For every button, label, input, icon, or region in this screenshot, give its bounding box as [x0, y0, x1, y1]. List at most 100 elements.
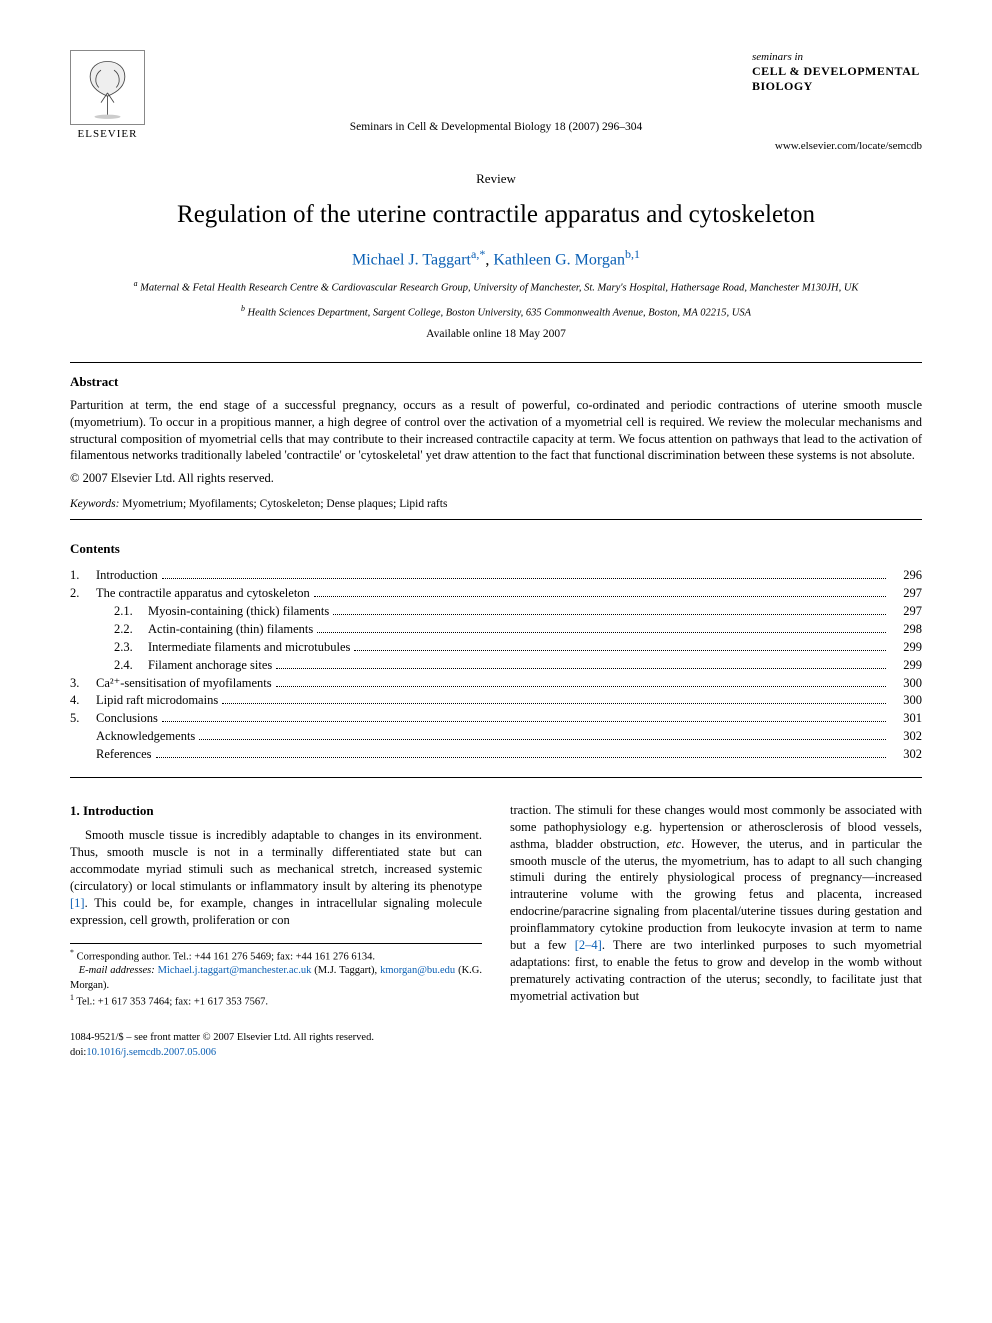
toc-label: Actin-containing (thin) filaments [148, 621, 313, 638]
rule [70, 777, 922, 778]
section-1-heading: 1. Introduction [70, 802, 482, 820]
toc-page: 300 [890, 675, 922, 692]
affiliation-b: b Health Sciences Department, Sargent Co… [70, 303, 922, 321]
affiliation-a-text: Maternal & Fetal Health Research Centre … [140, 283, 858, 294]
toc-num: 5. [70, 710, 96, 727]
toc-page: 302 [890, 728, 922, 745]
toc-subnum: 2.4. [114, 657, 148, 674]
journal-line1: CELL & DEVELOPMENTAL [752, 64, 920, 78]
toc-page: 299 [890, 657, 922, 674]
site-url: www.elsevier.com/locate/semcdb [70, 139, 922, 154]
toc-label: Conclusions [96, 710, 158, 727]
toc-subnum: 2.1. [114, 603, 148, 620]
author-1[interactable]: Michael J. Taggart [352, 251, 471, 268]
email-2[interactable]: kmorgan@bu.edu [380, 965, 455, 976]
abstract-heading: Abstract [70, 373, 922, 391]
toc-row[interactable]: 3.Ca²⁺-sensitisation of myofilaments 300 [70, 675, 922, 692]
abstract-body: Parturition at term, the end stage of a … [70, 397, 922, 465]
table-of-contents: 1.Introduction2962.The contractile appar… [70, 567, 922, 763]
toc-leader [222, 703, 886, 704]
rule [70, 362, 922, 363]
para-2-etc: etc [667, 837, 682, 851]
toc-leader [162, 721, 886, 722]
affiliation-b-text: Health Sciences Department, Sargent Coll… [248, 307, 751, 318]
keywords-text: Myometrium; Myofilaments; Cytoskeleton; … [119, 498, 447, 510]
toc-leader [333, 614, 886, 615]
elsevier-tree-icon [70, 50, 145, 125]
publisher-name: ELSEVIER [70, 127, 145, 142]
toc-label: The contractile apparatus and cytoskelet… [96, 585, 310, 602]
rule [70, 519, 922, 520]
toc-label: Lipid raft microdomains [96, 692, 218, 709]
keywords: Keywords: Myometrium; Myofilaments; Cyto… [70, 497, 922, 513]
article-title: Regulation of the uterine contractile ap… [70, 198, 922, 232]
para-1a: Smooth muscle tissue is incredibly adapt… [70, 828, 482, 893]
toc-leader [354, 650, 886, 651]
publisher-logo: ELSEVIER [70, 50, 145, 142]
doi-link[interactable]: 10.1016/j.semcdb.2007.05.006 [86, 1047, 216, 1058]
toc-label: Myosin-containing (thick) filaments [148, 603, 329, 620]
author-1-name: Michael J. Taggart [352, 251, 471, 268]
affiliation-a: a Maternal & Fetal Health Research Centr… [70, 278, 922, 296]
doi-line: doi:10.1016/j.semcdb.2007.05.006 [70, 1046, 922, 1060]
toc-row[interactable]: References 302 [70, 746, 922, 763]
journal-reference: Seminars in Cell & Developmental Biology… [70, 120, 922, 136]
footnotes: * Corresponding author. Tel.: +44 161 27… [70, 943, 482, 1010]
para-2b: . However, the uterus, and in particular… [510, 837, 922, 952]
toc-row[interactable]: 2.2.Actin-containing (thin) filaments 298 [70, 621, 922, 638]
author-2[interactable]: Kathleen G. Morgan [493, 251, 625, 268]
journal-logo: seminars in CELL & DEVELOPMENTAL BIOLOGY [752, 50, 922, 95]
toc-row[interactable]: 5.Conclusions 301 [70, 710, 922, 727]
para-2: traction. The stimuli for these changes … [510, 802, 922, 1005]
toc-leader [156, 757, 886, 758]
toc-num: 2. [70, 585, 96, 602]
email-1-who: (M.J. Taggart), [311, 965, 377, 976]
toc-label: Filament anchorage sites [148, 657, 272, 674]
authors: Michael J. Taggarta,*, Kathleen G. Morga… [70, 246, 922, 271]
email-addresses: E-mail addresses: Michael.j.taggart@manc… [70, 964, 482, 992]
article-type: Review [70, 170, 922, 188]
doi-label: doi: [70, 1047, 86, 1058]
footnote-1-text: Tel.: +1 617 353 7464; fax: +1 617 353 7… [76, 996, 268, 1007]
toc-page: 296 [890, 567, 922, 584]
issn-line: 1084-9521/$ – see front matter © 2007 El… [70, 1031, 922, 1045]
toc-row[interactable]: 2.1.Myosin-containing (thick) filaments 2… [70, 603, 922, 620]
toc-row[interactable]: 2.3.Intermediate filaments and microtubu… [70, 639, 922, 656]
journal-seminars: seminars in [752, 50, 922, 65]
para-1b: . This could be, for example, changes in… [70, 896, 482, 927]
toc-page: 302 [890, 746, 922, 763]
ref-1[interactable]: [1] [70, 896, 85, 910]
toc-page: 298 [890, 621, 922, 638]
toc-row[interactable]: 1.Introduction 296 [70, 567, 922, 584]
available-online: Available online 18 May 2007 [70, 327, 922, 343]
abstract-copyright: © 2007 Elsevier Ltd. All rights reserved… [70, 470, 922, 487]
footer-meta: 1084-9521/$ – see front matter © 2007 El… [70, 1031, 922, 1059]
toc-num: 3. [70, 675, 96, 692]
body-columns: 1. Introduction Smooth muscle tissue is … [70, 802, 922, 1009]
keywords-label: Keywords: [70, 498, 119, 510]
toc-leader [276, 686, 886, 687]
toc-label: Ca²⁺-sensitisation of myofilaments [96, 675, 272, 692]
toc-label: References [96, 746, 152, 763]
toc-row[interactable]: 2.4.Filament anchorage sites 299 [70, 657, 922, 674]
toc-page: 301 [890, 710, 922, 727]
corresponding-text: Corresponding author. Tel.: +44 161 276 … [77, 951, 375, 962]
toc-label: Introduction [96, 567, 158, 584]
toc-row[interactable]: 2.The contractile apparatus and cytoskel… [70, 585, 922, 602]
toc-subnum: 2.2. [114, 621, 148, 638]
ref-2-4[interactable]: [2–4] [575, 938, 602, 952]
toc-page: 297 [890, 603, 922, 620]
toc-subnum: 2.3. [114, 639, 148, 656]
toc-page: 299 [890, 639, 922, 656]
email-1[interactable]: Michael.j.taggart@manchester.ac.uk [158, 965, 312, 976]
toc-label: Intermediate filaments and microtubules [148, 639, 350, 656]
toc-page: 300 [890, 692, 922, 709]
author-2-aff[interactable]: b,1 [625, 247, 640, 261]
toc-num: 1. [70, 567, 96, 584]
toc-leader [276, 668, 886, 669]
toc-row[interactable]: Acknowledgements302 [70, 728, 922, 745]
toc-leader [314, 596, 886, 597]
toc-num: 4. [70, 692, 96, 709]
toc-page: 297 [890, 585, 922, 602]
toc-row[interactable]: 4.Lipid raft microdomains 300 [70, 692, 922, 709]
